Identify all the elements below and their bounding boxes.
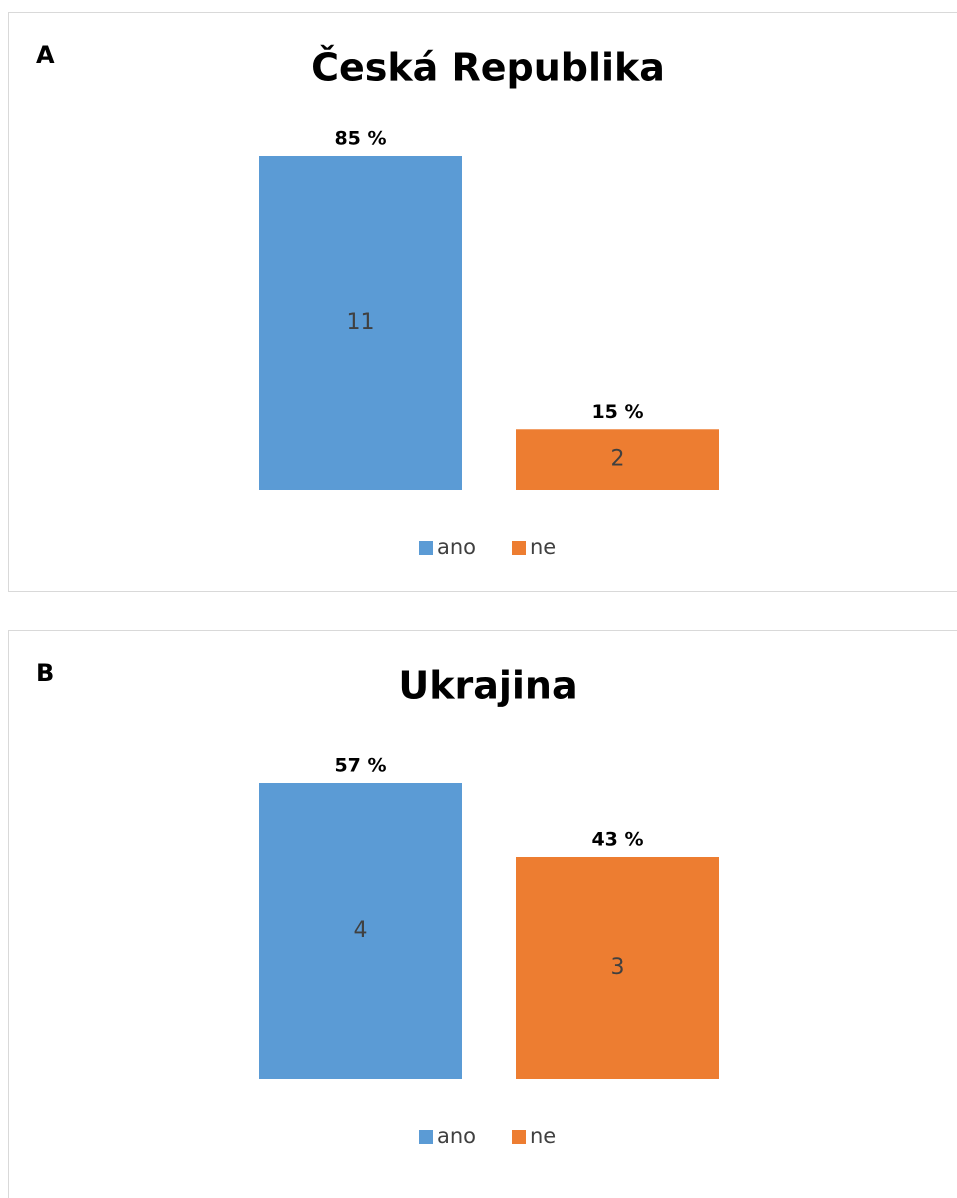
percent-label: 85 % [334,128,386,150]
panel-label: B [36,659,54,687]
bar [516,857,719,1079]
bar [259,783,462,1079]
legend-swatch [419,1130,433,1144]
percent-label: 43 % [591,829,643,851]
value-label: 11 [347,310,375,335]
chart-frame [8,12,957,592]
legend-swatch [512,541,526,555]
value-label: 4 [354,918,368,943]
percent-label: 15 % [591,401,643,423]
panel-label: A [36,41,55,69]
chart-title: Česká Republika [311,46,665,90]
value-label: 3 [611,955,625,980]
legend-label: ano [437,1124,476,1148]
legend-label: ne [530,535,556,559]
chart-frame [8,630,957,1198]
bar [259,156,462,490]
legend-swatch [419,541,433,555]
bar [516,429,719,490]
legend-label: ne [530,1124,556,1148]
legend-label: ano [437,535,476,559]
percent-label: 57 % [334,755,386,777]
legend-swatch [512,1130,526,1144]
chart-title: Ukrajina [398,664,577,708]
value-label: 2 [611,447,625,472]
